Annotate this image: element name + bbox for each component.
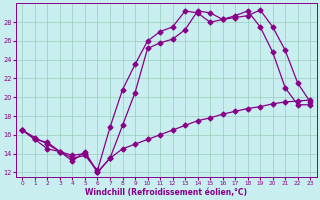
X-axis label: Windchill (Refroidissement éolien,°C): Windchill (Refroidissement éolien,°C) [85, 188, 247, 197]
